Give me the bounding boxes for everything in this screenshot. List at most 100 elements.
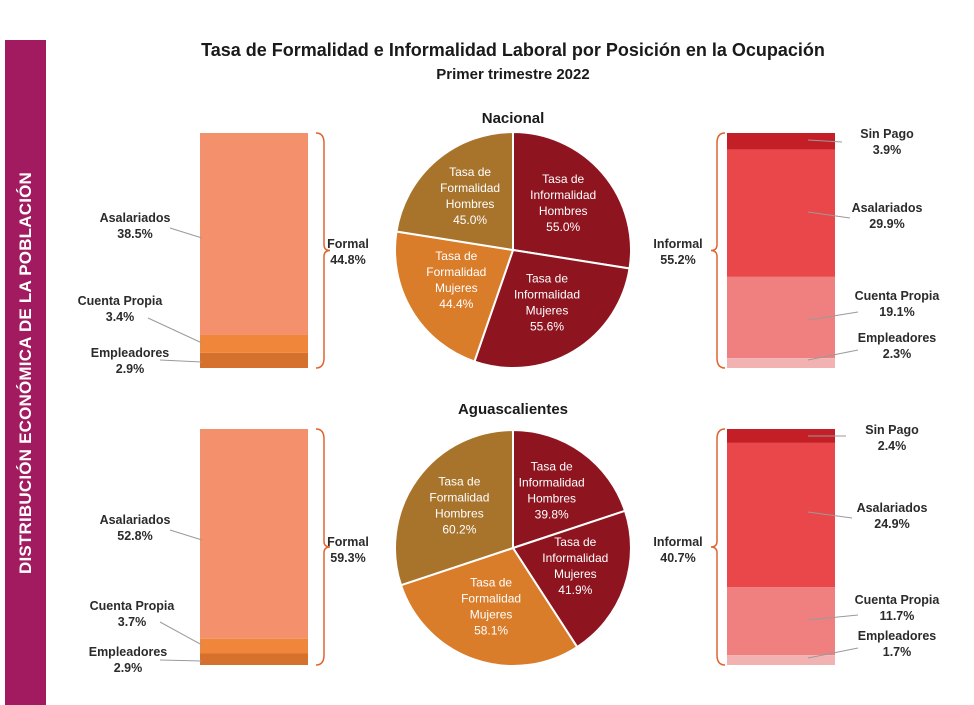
informal-bracket bbox=[710, 132, 726, 369]
formal-total-label-line: 59.3% bbox=[330, 551, 365, 565]
formal-bar-segment bbox=[200, 638, 308, 654]
pie-title: Aguascalientes bbox=[458, 401, 568, 418]
pie-slice bbox=[512, 130, 632, 270]
pie-title: Nacional bbox=[482, 110, 545, 127]
informal-segment-label: Cuenta Propia 19.1% bbox=[855, 289, 941, 319]
informal-segment-label: Sin Pago 2.4% bbox=[865, 423, 919, 453]
pie-slice-label-line: Tasa de bbox=[531, 459, 573, 473]
informal-segment-label-line: 11.7% bbox=[880, 609, 915, 623]
informal-total-label-line: Informal bbox=[653, 237, 702, 251]
leader-line bbox=[807, 311, 859, 321]
leader-line bbox=[807, 647, 859, 659]
pie-slice-label: Tasa de Formalidad Mujeres 58.1% bbox=[461, 575, 521, 637]
informal-segment-label: Empleadores 2.3% bbox=[858, 331, 937, 361]
pie-slice-label-line: Mujeres bbox=[554, 567, 597, 581]
sidebar-band bbox=[5, 40, 46, 705]
leader-line bbox=[807, 139, 843, 143]
informal-segment-label: Asalariados 29.9% bbox=[852, 201, 923, 231]
pie-slice-label-line: Hombres bbox=[435, 506, 484, 520]
pie-slice bbox=[473, 248, 631, 369]
formal-total-label: Formal 44.8% bbox=[327, 237, 369, 267]
pie-slice-label-line: 44.4% bbox=[439, 297, 473, 311]
formal-bracket bbox=[315, 132, 331, 369]
informal-segment-label-line: 19.1% bbox=[879, 305, 914, 319]
informal-bracket bbox=[710, 428, 726, 666]
leader-line bbox=[169, 227, 203, 239]
formal-segment-label: Asalariados 38.5% bbox=[100, 211, 171, 241]
pie-slice-label-line: Mujeres bbox=[470, 607, 513, 621]
pie-slice-label-line: Formalidad bbox=[440, 181, 500, 195]
informal-total-label-line: 40.7% bbox=[660, 551, 695, 565]
chart-subtitle: Primer trimestre 2022 bbox=[436, 66, 589, 83]
pie-slice-label-line: Informalidad bbox=[519, 475, 585, 489]
pie-slice-label-line: Formalidad bbox=[429, 490, 489, 504]
pie-slice-label-line: 39.8% bbox=[535, 507, 569, 521]
pie-slice-label-line: Hombres bbox=[446, 197, 495, 211]
pie-slice-label-line: 41.9% bbox=[558, 583, 592, 597]
pie-slice bbox=[394, 230, 515, 363]
pie-slice-label-line: Informalidad bbox=[530, 188, 596, 202]
leader-line bbox=[169, 529, 203, 541]
leader-line bbox=[159, 359, 203, 363]
formal-segment-label-line: 2.9% bbox=[116, 362, 145, 376]
informal-bar-segment bbox=[727, 276, 835, 359]
pie-slice-label: Tasa de Formalidad Hombres 60.2% bbox=[429, 474, 489, 536]
pie-slice-label-line: 55.0% bbox=[546, 220, 580, 234]
pie-slice bbox=[399, 546, 579, 667]
formal-segment-label-line: Asalariados bbox=[100, 211, 171, 225]
pie-slice-label: Tasa de Informalidad Mujeres 55.6% bbox=[514, 272, 580, 334]
formal-segment-label-line: Cuenta Propia bbox=[90, 599, 176, 613]
leader-line bbox=[807, 511, 853, 519]
leader-line bbox=[807, 614, 859, 621]
informal-segment-label-line: Asalariados bbox=[852, 201, 923, 215]
informal-total-label-line: 55.2% bbox=[660, 253, 695, 267]
informal-segment-label: Cuenta Propia 11.7% bbox=[855, 593, 941, 623]
informal-segment-label: Empleadores 1.7% bbox=[858, 629, 937, 659]
informal-segment-label-line: 24.9% bbox=[874, 517, 909, 531]
pie-slice-label: Tasa de Informalidad Hombres 55.0% bbox=[530, 172, 596, 234]
pie-slice bbox=[512, 428, 627, 550]
formal-total-label-line: Formal bbox=[327, 237, 369, 251]
pie-slice-label-line: Formalidad bbox=[426, 265, 486, 279]
formal-bar-segment bbox=[200, 429, 308, 639]
formal-segment-label-line: Asalariados bbox=[100, 513, 171, 527]
informal-segment-label-line: Cuenta Propia bbox=[855, 593, 941, 607]
pie-slice-label: Tasa de Informalidad Mujeres 41.9% bbox=[542, 535, 608, 597]
pie-slice-label-line: Formalidad bbox=[461, 591, 521, 605]
informal-total-label: Informal 55.2% bbox=[653, 237, 702, 267]
informal-total-label: Informal 40.7% bbox=[653, 535, 702, 565]
formal-segment-label: Empleadores 2.9% bbox=[91, 346, 170, 376]
pie-slice-label-line: Informalidad bbox=[542, 551, 608, 565]
panel-aguascalientes: Aguascalientes Tasa de Informalidad Hombres… bbox=[89, 401, 941, 675]
formal-bar-segment bbox=[200, 352, 308, 368]
informal-segment-label-line: 29.9% bbox=[869, 217, 904, 231]
informal-total-label-line: Informal bbox=[653, 535, 702, 549]
pie-slice-label-line: 58.1% bbox=[474, 623, 508, 637]
panel-nacional: Nacional Tasa de Informalidad Hombres 55.0% T… bbox=[78, 110, 941, 376]
pie-slice-label-line: Mujeres bbox=[526, 304, 569, 318]
informal-segment-label-line: Empleadores bbox=[858, 629, 937, 643]
formal-segment-label: Cuenta Propia 3.7% bbox=[90, 599, 176, 629]
pie-slice-label: Tasa de Formalidad Mujeres 44.4% bbox=[426, 249, 486, 311]
formal-total-label: Formal 59.3% bbox=[327, 535, 369, 565]
formal-segment-label-line: Cuenta Propia bbox=[78, 294, 164, 308]
informal-bar-segment bbox=[727, 655, 835, 665]
informal-segment-label-line: 2.4% bbox=[878, 439, 907, 453]
pie-slice-label-line: Tasa de bbox=[554, 535, 596, 549]
pie-slice-label: Tasa de Formalidad Hombres 45.0% bbox=[440, 165, 500, 227]
formal-segment-label-line: Empleadores bbox=[91, 346, 170, 360]
formal-segment-label-line: 2.9% bbox=[114, 661, 143, 675]
pie-slice-label-line: 45.0% bbox=[453, 213, 487, 227]
chart-title: Tasa de Formalidad e Informalidad Labora… bbox=[201, 40, 825, 60]
formal-segment-label-line: Empleadores bbox=[89, 645, 168, 659]
formal-total-label-line: Formal bbox=[327, 535, 369, 549]
informal-bar-segment bbox=[727, 133, 835, 150]
formal-bracket bbox=[315, 428, 331, 666]
formal-segment-label-line: 38.5% bbox=[117, 227, 152, 241]
informal-segment-label: Sin Pago 3.9% bbox=[860, 127, 914, 157]
informal-bar-segment bbox=[727, 587, 835, 656]
informal-segment-label-line: Sin Pago bbox=[860, 127, 914, 141]
leader-line bbox=[159, 659, 203, 662]
pie-slice-label-line: Mujeres bbox=[435, 281, 478, 295]
